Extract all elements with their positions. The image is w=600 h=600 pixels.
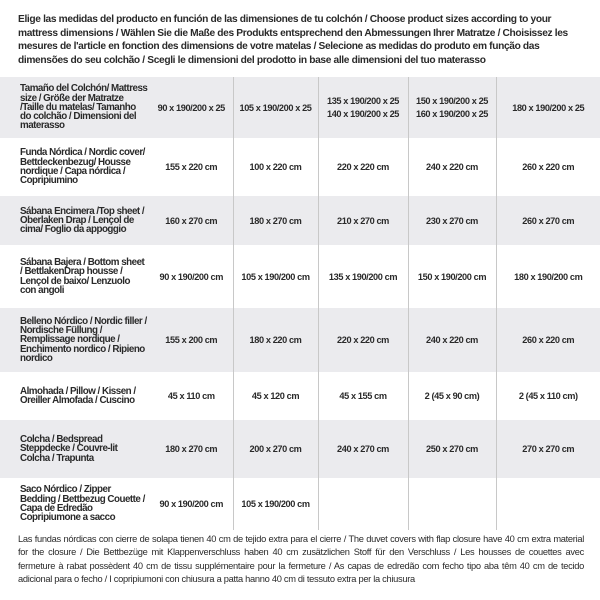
size-cell: 240 x 220 cm	[407, 308, 496, 372]
size-cell: 180 x 270 cm	[232, 196, 318, 245]
table-row: Almohada / Pillow / Kissen / Oreiller Al…	[0, 372, 600, 420]
size-cell: 240 x 220 cm	[407, 138, 496, 196]
size-cell: 2 (45 x 90 cm)	[407, 372, 496, 420]
size-cell: 155 x 220 cm	[165, 162, 218, 172]
row-label: Belleno Nórdico / Nordic filler / Nordis…	[0, 308, 150, 372]
table-row: Colcha / Bedspread Steppdecke / Couvre-l…	[0, 420, 600, 478]
size-cell: 135 x 190/200 cm	[317, 245, 408, 308]
size-cell: 45 x 120 cm	[232, 372, 318, 420]
header-col: 90 x 190/200 x 25	[150, 77, 233, 138]
footnote: Las fundas nórdicas con cierre de solapa…	[18, 534, 584, 584]
size-cell: 90 x 190/200 cm	[159, 499, 224, 509]
size-cell: 270 x 270 cm	[495, 420, 600, 478]
table-row: Sábana Encimera /Top sheet / Oberlaken D…	[0, 196, 600, 245]
header-col: 135 x 190/200 x 25 140 x 190/200 x 25	[317, 77, 408, 138]
row-label: Saco Nórdico / Zipper Bedding / Bettbezu…	[20, 484, 145, 524]
size-cell: 105 x 190/200 cm	[232, 478, 318, 530]
header-size: 160 x 190/200 x 25	[416, 108, 488, 119]
intro-text: Elige las medidas del producto en funció…	[18, 14, 568, 66]
size-cell: 240 x 270 cm	[317, 420, 408, 478]
size-cell: 260 x 220 cm	[495, 308, 600, 372]
size-cell: 155 x 200 cm	[150, 308, 233, 372]
size-cell: 230 x 270 cm	[407, 196, 496, 245]
header-size: 135 x 190/200 x 25	[327, 95, 399, 106]
size-cell	[495, 478, 600, 530]
size-cell: 220 x 220 cm	[317, 138, 408, 196]
size-table: Tamaño del Colchón/ Mattress size / Größ…	[0, 77, 600, 530]
header-row: Tamaño del Colchón/ Mattress size / Größ…	[0, 77, 600, 138]
header-col: 180 x 190/200 x 25	[495, 77, 600, 138]
size-cell	[317, 478, 408, 530]
table-row: Funda Nórdica / Nordic cover/ Bettdecken…	[0, 138, 600, 196]
size-cell: 100 x 220 cm	[232, 138, 318, 196]
size-cell	[407, 478, 496, 530]
size-cell: 160 x 270 cm	[150, 196, 233, 245]
header-size: 150 x 190/200 x 25	[416, 95, 488, 106]
row-label: Funda Nórdica / Nordic cover/ Bettdecken…	[20, 147, 145, 187]
size-cell: 210 x 270 cm	[317, 196, 408, 245]
size-cell: 200 x 270 cm	[232, 420, 318, 478]
size-cell: 180 x 190/200 cm	[495, 245, 600, 308]
size-cell: 45 x 110 cm	[167, 391, 215, 401]
size-cell: 2 (45 x 110 cm)	[495, 372, 600, 420]
size-cell: 90 x 190/200 cm	[159, 271, 224, 282]
size-cell: 180 x 220 cm	[232, 308, 318, 372]
size-cell: 260 x 220 cm	[495, 138, 600, 196]
row-label: Sábana Bajera / Bottom sheet / Bettlaken…	[20, 256, 145, 296]
row-label: Almohada / Pillow / Kissen / Oreiller Al…	[20, 385, 136, 406]
size-cell: 150 x 190/200 cm	[407, 245, 496, 308]
header-col: 150 x 190/200 x 25 160 x 190/200 x 25	[407, 77, 496, 138]
size-cell: 45 x 155 cm	[317, 372, 408, 420]
size-cell: 220 x 220 cm	[317, 308, 408, 372]
size-cell: 180 x 270 cm	[150, 420, 233, 478]
size-cell: 105 x 190/200 cm	[232, 245, 318, 308]
table-row: Sábana Bajera / Bottom sheet / Bettlaken…	[0, 245, 600, 308]
row-label: Colcha / Bedspread Steppdecke / Couvre-l…	[0, 420, 150, 478]
size-cell: 250 x 270 cm	[407, 420, 496, 478]
header-label: Tamaño del Colchón/ Mattress size / Größ…	[0, 77, 150, 138]
table-row: Belleno Nórdico / Nordic filler / Nordis…	[0, 308, 600, 372]
table-row: Saco Nórdico / Zipper Bedding / Bettbezu…	[0, 478, 600, 530]
header-col: 105 x 190/200 x 25	[232, 77, 318, 138]
row-label: Sábana Encimera /Top sheet / Oberlaken D…	[0, 196, 150, 245]
header-size: 140 x 190/200 x 25	[327, 108, 399, 119]
size-cell: 260 x 270 cm	[495, 196, 600, 245]
